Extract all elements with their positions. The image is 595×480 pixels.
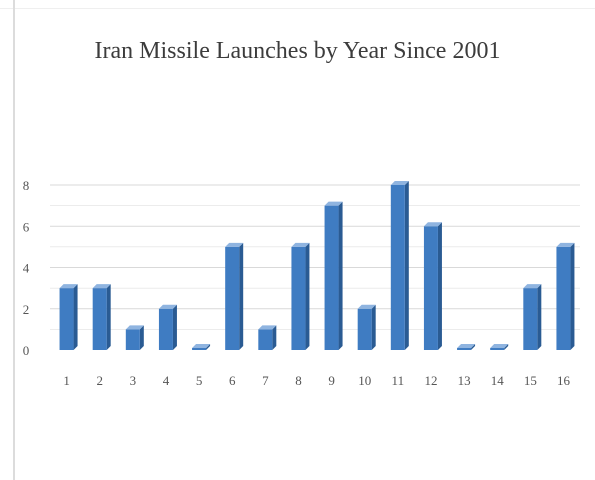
bar-side bbox=[73, 284, 78, 350]
bar-front bbox=[125, 329, 140, 350]
x-tick-label: 15 bbox=[524, 373, 537, 388]
bar bbox=[523, 284, 542, 350]
y-tick-label: 4 bbox=[23, 261, 30, 276]
x-tick-label: 6 bbox=[229, 373, 236, 388]
x-tick-label: 5 bbox=[196, 373, 203, 388]
bar-front bbox=[225, 246, 240, 350]
bar bbox=[324, 201, 343, 350]
bar-side bbox=[172, 304, 177, 350]
bar-front bbox=[258, 329, 273, 350]
x-tick-label: 8 bbox=[295, 373, 302, 388]
bar-side bbox=[206, 344, 211, 350]
bar-side bbox=[570, 242, 575, 350]
x-tick-label: 16 bbox=[557, 373, 571, 388]
bar-top bbox=[192, 344, 211, 348]
bar-front bbox=[357, 308, 372, 350]
bar-side bbox=[371, 304, 376, 350]
y-tick-label: 2 bbox=[23, 302, 30, 317]
x-tick-label: 14 bbox=[491, 373, 505, 388]
bar-side bbox=[338, 201, 343, 350]
gridlines bbox=[50, 184, 580, 330]
y-tick-label: 8 bbox=[23, 178, 30, 193]
bar bbox=[390, 181, 409, 350]
bar-side bbox=[504, 344, 509, 350]
left-divider bbox=[13, 0, 15, 480]
bar-top bbox=[324, 201, 343, 206]
bar-front bbox=[523, 288, 538, 350]
bar-side bbox=[404, 181, 409, 350]
bar-front bbox=[192, 348, 207, 350]
bar-front bbox=[59, 288, 74, 350]
x-tick-label: 12 bbox=[424, 373, 437, 388]
bar-side bbox=[272, 325, 277, 350]
bar-top bbox=[258, 325, 277, 330]
x-tick-label: 4 bbox=[163, 373, 170, 388]
bar-top bbox=[357, 304, 376, 309]
bar bbox=[158, 304, 177, 350]
x-tick-label: 3 bbox=[130, 373, 137, 388]
bar bbox=[192, 344, 211, 350]
bar-side bbox=[305, 242, 310, 350]
x-axis-ticks: 1 2 3 4 5 6 7 8 9 10 11 12 13 14 15 16 bbox=[63, 373, 570, 388]
bar-side bbox=[139, 325, 144, 350]
bar-front bbox=[158, 308, 173, 350]
bar bbox=[291, 242, 310, 350]
bar-front bbox=[490, 348, 505, 350]
bar bbox=[258, 325, 277, 350]
x-tick-label: 7 bbox=[262, 373, 269, 388]
y-axis-ticks: 0 2 4 6 8 bbox=[23, 178, 30, 358]
x-tick-label: 13 bbox=[458, 373, 471, 388]
y-tick-label: 6 bbox=[23, 219, 30, 234]
bar bbox=[225, 242, 244, 350]
bar-side bbox=[437, 222, 442, 350]
bar-top bbox=[423, 222, 442, 227]
bar-side bbox=[239, 242, 244, 350]
bar-top bbox=[523, 284, 542, 289]
bar-top bbox=[457, 344, 476, 348]
y-tick-label: 0 bbox=[23, 343, 30, 358]
bar-top bbox=[92, 284, 111, 289]
x-tick-label: 9 bbox=[328, 373, 335, 388]
bar-front bbox=[291, 246, 306, 350]
bar-front bbox=[457, 348, 472, 350]
bar-top bbox=[225, 242, 244, 247]
bar-side bbox=[471, 344, 476, 350]
bar-front bbox=[423, 226, 438, 350]
top-divider bbox=[0, 8, 595, 9]
x-tick-label: 10 bbox=[358, 373, 371, 388]
bar-front bbox=[324, 205, 339, 350]
bar-front bbox=[556, 246, 571, 350]
bar-top bbox=[490, 344, 509, 348]
bar-top bbox=[390, 181, 409, 185]
bars bbox=[59, 181, 575, 350]
bar-side bbox=[106, 284, 111, 350]
bar-top bbox=[291, 242, 310, 247]
bar-top bbox=[59, 284, 78, 289]
bar-top bbox=[158, 304, 177, 309]
bar-top bbox=[125, 325, 144, 330]
x-tick-label: 2 bbox=[96, 373, 103, 388]
bar bbox=[92, 284, 111, 350]
bar-side bbox=[537, 284, 542, 350]
chart-title: Iran Missile Launches by Year Since 2001 bbox=[94, 38, 501, 64]
bar-top bbox=[556, 242, 575, 247]
bar bbox=[357, 304, 376, 350]
x-tick-label: 1 bbox=[63, 373, 70, 388]
bar bbox=[457, 344, 476, 350]
bar-front bbox=[390, 185, 405, 350]
bar bbox=[556, 242, 575, 350]
bar bbox=[490, 344, 509, 350]
bar bbox=[59, 284, 78, 350]
bar-front bbox=[92, 288, 107, 350]
x-tick-label: 11 bbox=[392, 373, 405, 388]
bar bbox=[423, 222, 442, 350]
bar bbox=[125, 325, 144, 350]
